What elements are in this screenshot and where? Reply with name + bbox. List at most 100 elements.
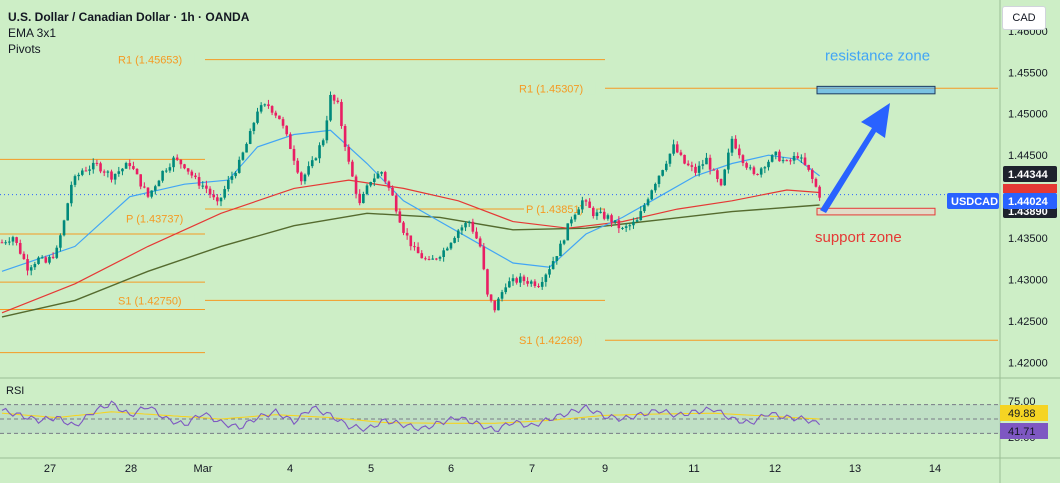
candle-body — [110, 171, 113, 180]
candle-body — [774, 151, 778, 156]
candle-body — [230, 176, 234, 180]
pivot-label-bg — [517, 333, 596, 347]
candle-body — [796, 155, 799, 159]
candle-body — [0, 242, 4, 244]
support-zone-box — [816, 207, 936, 216]
candle-body — [497, 298, 500, 311]
candle-body — [44, 257, 48, 263]
candle-body — [504, 287, 507, 293]
candle-body — [88, 169, 91, 171]
candle-body — [599, 211, 602, 213]
candle-body — [380, 172, 383, 174]
candle-body — [175, 157, 179, 160]
candle-body — [438, 257, 442, 259]
candle-body — [256, 111, 259, 123]
candle-body — [683, 154, 686, 164]
candle-body — [551, 261, 555, 270]
candle-body — [70, 184, 73, 204]
price-tag-current-label: 1.44024 — [1008, 196, 1049, 208]
candle-body — [48, 256, 51, 263]
candle-body — [84, 170, 88, 172]
time-tick-label: 9 — [602, 463, 608, 475]
candle-body — [624, 226, 628, 228]
candle-body — [91, 162, 95, 170]
candle-body — [581, 200, 584, 210]
time-tick-label: Mar — [194, 463, 213, 475]
candle-body — [270, 106, 274, 113]
candle-body — [464, 223, 467, 228]
candle-body — [435, 258, 438, 260]
candle-body — [712, 169, 716, 171]
candle-body — [289, 134, 292, 149]
currency-button[interactable]: CAD — [1002, 6, 1046, 30]
candle-body — [767, 161, 770, 168]
ema-indicator-label[interactable]: EMA 3x1 — [8, 26, 57, 40]
candle-body — [413, 246, 416, 248]
candle-body — [544, 274, 548, 282]
time-tick-label: 28 — [125, 463, 137, 475]
pivots-indicator-label[interactable]: Pivots — [8, 42, 41, 56]
candle-body — [562, 240, 566, 244]
candle-body — [398, 211, 402, 223]
candle-body — [347, 146, 351, 162]
candle-body — [475, 231, 478, 239]
candle-body — [639, 211, 643, 221]
candle-body — [26, 259, 29, 271]
candle-body — [759, 168, 763, 175]
candle-body — [102, 171, 106, 173]
candle-body — [800, 157, 803, 159]
candle-body — [635, 220, 639, 222]
candle-body — [351, 161, 354, 177]
candle-body — [172, 157, 175, 168]
price-tick-label: 1.43500 — [1008, 233, 1048, 245]
resistance-zone-label: resistance zone — [825, 47, 930, 64]
candle-body — [734, 138, 737, 149]
candle-body — [723, 169, 726, 186]
candle-body — [628, 225, 632, 227]
candle-body — [416, 246, 420, 254]
candle-body — [792, 155, 796, 161]
candle-body — [573, 214, 577, 220]
candle-body — [529, 281, 533, 284]
pivot-label: P (1.43737) — [126, 213, 183, 225]
candle-body — [394, 195, 398, 212]
candle-body — [482, 246, 486, 270]
candle-body — [409, 235, 413, 247]
candle-body — [807, 164, 810, 170]
candle-body — [592, 207, 595, 217]
candle-body — [781, 160, 785, 162]
candle-body — [15, 237, 18, 243]
candle-body — [219, 197, 223, 202]
candle-body — [194, 175, 197, 178]
candle-body — [179, 159, 183, 165]
candle-body — [300, 172, 303, 182]
candle-body — [405, 232, 409, 236]
pivot-label-bg — [517, 81, 596, 95]
candle-body — [442, 250, 445, 258]
candle-body — [785, 160, 789, 162]
candle-body — [650, 190, 653, 200]
candle-body — [205, 185, 208, 189]
price-tag-high — [1003, 166, 1057, 182]
symbol-tag-label: USDCAD — [951, 196, 998, 208]
candle-body — [376, 173, 380, 179]
candle-body — [121, 168, 124, 172]
candle-body — [263, 104, 267, 106]
candle-body — [267, 104, 270, 107]
candle-body — [252, 122, 256, 132]
candle-body — [533, 281, 537, 286]
pivot-label-bg — [124, 211, 197, 225]
candle-body — [526, 281, 529, 284]
candle-body — [738, 148, 741, 156]
time-tick-label: 4 — [287, 463, 293, 475]
candle-body — [661, 170, 664, 176]
candle-body — [212, 194, 215, 198]
candle-body — [354, 176, 358, 194]
pivot-label: S1 (1.42269) — [519, 335, 583, 347]
rsi-label: RSI — [6, 385, 24, 397]
candle-body — [161, 170, 164, 181]
candle-body — [446, 248, 449, 251]
candle-body — [606, 215, 610, 219]
candle-body — [402, 222, 405, 233]
